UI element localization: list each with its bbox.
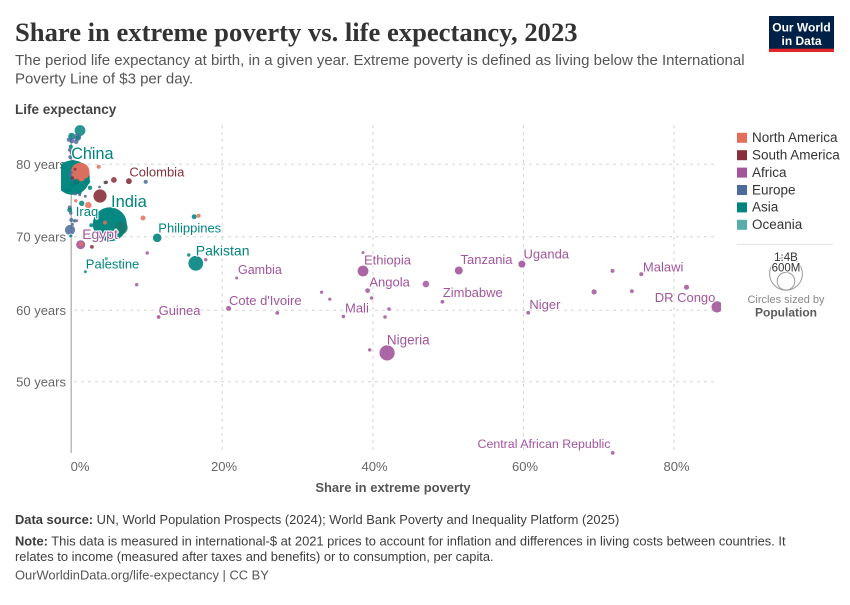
svg-text:40%: 40%	[361, 459, 387, 474]
svg-text:Europe: Europe	[752, 182, 796, 197]
svg-text:Palestine: Palestine	[86, 256, 139, 271]
svg-text:relates to income (measured af: relates to income (measured after taxes …	[15, 549, 494, 564]
svg-text:Mali: Mali	[345, 301, 369, 316]
svg-text:Central African Republic: Central African Republic	[478, 437, 611, 451]
svg-text:Circles sized by: Circles sized by	[747, 294, 825, 306]
svg-text:80%: 80%	[663, 459, 689, 474]
svg-text:Uganda: Uganda	[524, 246, 570, 261]
svg-text:India: India	[111, 193, 148, 211]
svg-text:DR Congo: DR Congo	[655, 290, 716, 305]
svg-text:OurWorldinData.org/life-expect: OurWorldinData.org/life-expectancy | CC …	[15, 568, 269, 583]
svg-text:Colombia: Colombia	[129, 165, 185, 180]
svg-text:Data source: UN, World Populat: Data source: UN, World Population Prospe…	[15, 512, 619, 527]
svg-text:Guinea: Guinea	[159, 303, 202, 318]
svg-text:Angola: Angola	[369, 275, 410, 290]
svg-text:Cote d'Ivoire: Cote d'Ivoire	[229, 293, 302, 308]
svg-text:North America: North America	[752, 130, 838, 145]
svg-text:Oceania: Oceania	[752, 217, 803, 232]
svg-text:Egypt: Egypt	[82, 226, 118, 242]
svg-text:Malawi: Malawi	[643, 259, 684, 274]
svg-text:600M: 600M	[772, 263, 801, 275]
svg-text:50 years: 50 years	[16, 375, 66, 390]
svg-text:Nigeria: Nigeria	[387, 332, 430, 347]
svg-text:in Data: in Data	[781, 34, 821, 48]
svg-text:Zimbabwe: Zimbabwe	[443, 285, 503, 300]
svg-text:Our World: Our World	[772, 21, 830, 35]
svg-text:Life expectancy: Life expectancy	[15, 102, 117, 117]
svg-text:The period life expectancy at: The period life expectancy at birth, in …	[15, 52, 745, 69]
svg-text:Iraq: Iraq	[76, 204, 98, 219]
svg-text:Asia: Asia	[752, 200, 779, 215]
svg-text:Gambia: Gambia	[238, 263, 282, 277]
svg-text:Africa: Africa	[752, 165, 787, 180]
svg-text:Pakistan: Pakistan	[196, 242, 250, 258]
svg-text:Share in extreme poverty vs. l: Share in extreme poverty vs. life expect…	[15, 17, 578, 47]
svg-text:Tanzania: Tanzania	[461, 252, 514, 267]
svg-text:Note: This data is measured in: Note: This data is measured in internati…	[15, 534, 786, 549]
svg-text:Ethiopia: Ethiopia	[364, 252, 412, 267]
svg-text:70 years: 70 years	[16, 229, 66, 244]
svg-text:Share in extreme poverty: Share in extreme poverty	[315, 480, 471, 495]
svg-text:20%: 20%	[211, 459, 237, 474]
svg-text:0%: 0%	[71, 459, 90, 474]
svg-text:80 years: 80 years	[16, 157, 66, 172]
svg-text:Poverty Line of $3 per day.: Poverty Line of $3 per day.	[15, 71, 193, 88]
svg-text:China: China	[71, 145, 113, 163]
svg-text:60%: 60%	[512, 459, 538, 474]
svg-text:Niger: Niger	[529, 297, 561, 312]
svg-text:Philippines: Philippines	[158, 220, 221, 235]
svg-text:60 years: 60 years	[16, 303, 66, 318]
svg-text:1:4B: 1:4B	[774, 252, 798, 264]
svg-text:Population: Population	[755, 306, 817, 320]
svg-text:South America: South America	[752, 148, 840, 163]
